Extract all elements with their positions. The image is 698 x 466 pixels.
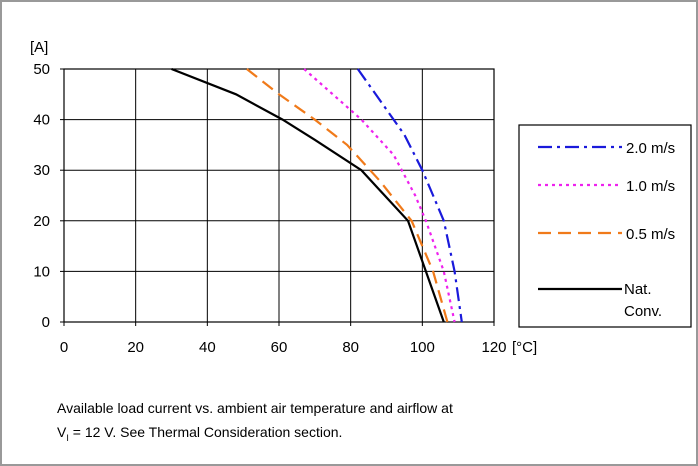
series-line — [171, 68, 445, 323]
axis-layer: 0 20 40 60 80 100 120 0 10 20 30 40 50 [A] [°C] — [30, 39, 537, 356]
legend-label: 2.0 m/s — [626, 140, 675, 157]
caption-line-2: VI = 12 V. See Thermal Consideration sec… — [57, 420, 677, 450]
chart-caption: Available load current vs. ambient air t… — [57, 396, 677, 450]
legend-label: Conv. — [624, 303, 662, 320]
x-tick-label: 60 — [271, 339, 288, 356]
series-line — [356, 68, 463, 323]
legend-label: 0.5 m/s — [626, 226, 675, 243]
x-tick-label: 120 — [481, 339, 506, 356]
grid-layer — [63, 68, 495, 323]
y-tick-label: 40 — [33, 112, 50, 129]
x-axis-unit: [°C] — [512, 339, 537, 356]
series-layer — [171, 68, 463, 323]
y-axis-label: [A] — [30, 39, 48, 56]
legend-box — [518, 124, 692, 328]
x-tick-label: 20 — [127, 339, 144, 356]
series-line — [303, 68, 456, 323]
legend-label: Nat. — [624, 281, 652, 298]
caption-rest: = 12 V. See Thermal Consideration sectio… — [68, 424, 343, 440]
y-tick-label: 30 — [33, 162, 50, 179]
x-tick-label: 40 — [199, 339, 216, 356]
legend: 2.0 m/s 1.0 m/s 0.5 m/s Nat. Conv. — [518, 124, 692, 328]
series-line — [246, 68, 449, 323]
y-tick-label: 0 — [42, 314, 50, 331]
x-tick-label: 80 — [342, 339, 359, 356]
y-tick-label: 10 — [33, 263, 50, 280]
x-tick-label: 100 — [410, 339, 435, 356]
caption-v: V — [57, 424, 67, 440]
legend-label: 1.0 m/s — [626, 178, 675, 195]
x-tick-label: 0 — [60, 339, 68, 356]
y-tick-label: 50 — [33, 61, 50, 78]
y-tick-label: 20 — [33, 213, 50, 230]
caption-line-1: Available load current vs. ambient air t… — [57, 400, 453, 416]
caption-v-sub: I — [66, 432, 69, 443]
